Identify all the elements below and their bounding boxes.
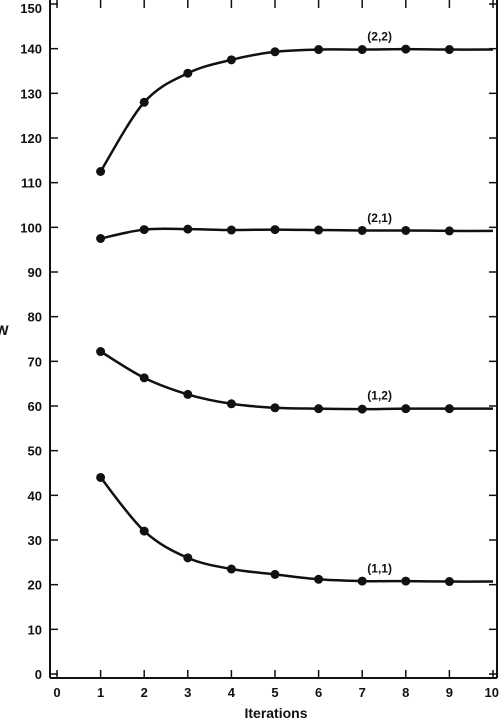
data-point bbox=[226, 399, 236, 409]
data-point bbox=[226, 564, 236, 574]
y-tick-label: 60 bbox=[28, 399, 42, 414]
data-point bbox=[401, 44, 411, 54]
data-point bbox=[401, 225, 411, 235]
y-tick-label: 40 bbox=[28, 488, 42, 503]
y-axis-title: W bbox=[0, 322, 9, 338]
data-point bbox=[139, 225, 149, 235]
ticks: 0 10 20 30 40 50 60 70 80 90 100 110 120 130 140 150 0 1 2… bbox=[20, 0, 499, 700]
x-tick-label: 2 bbox=[141, 685, 148, 700]
data-point bbox=[444, 404, 454, 414]
data-point bbox=[314, 225, 324, 235]
y-tick-label: 100 bbox=[20, 220, 42, 235]
series--1-1-: (1,1) bbox=[96, 472, 494, 587]
data-point bbox=[314, 404, 324, 414]
series-label: (2,1) bbox=[367, 211, 392, 225]
y-tick-label: 90 bbox=[28, 265, 42, 280]
y-tick-label: 10 bbox=[28, 622, 42, 637]
x-axis-title: Iterations bbox=[244, 705, 307, 721]
x-tick-label: 4 bbox=[228, 685, 236, 700]
data-point bbox=[270, 569, 280, 579]
series-line bbox=[99, 350, 494, 411]
data-point bbox=[226, 55, 236, 65]
y-tick-label: 20 bbox=[28, 578, 42, 593]
data-point bbox=[444, 577, 454, 587]
x-tick-label: 7 bbox=[359, 685, 366, 700]
y-tick-label: 80 bbox=[28, 310, 42, 325]
series-label: (2,2) bbox=[367, 30, 392, 44]
data-point bbox=[183, 389, 193, 399]
series-line bbox=[100, 227, 494, 240]
x-tick-label: 10 bbox=[485, 685, 499, 700]
data-point bbox=[401, 404, 411, 414]
series-label: (1,2) bbox=[367, 389, 392, 403]
data-point bbox=[96, 472, 106, 482]
data-point bbox=[270, 47, 280, 57]
data-point bbox=[96, 167, 106, 176]
y-tick-label: 150 bbox=[20, 1, 42, 16]
y-tick-label: 0 bbox=[35, 667, 42, 682]
series--2-1-: (2,1) bbox=[96, 211, 494, 243]
data-point bbox=[270, 225, 280, 235]
data-point bbox=[96, 234, 106, 243]
data-point bbox=[314, 45, 324, 55]
x-tick-label: 3 bbox=[184, 685, 191, 700]
x-tick-label: 1 bbox=[97, 685, 104, 700]
y-tick-label: 110 bbox=[21, 176, 42, 191]
data-point bbox=[444, 226, 454, 236]
data-point bbox=[444, 45, 454, 55]
y-tick-label: 70 bbox=[28, 354, 42, 369]
y-tick-label: 50 bbox=[28, 444, 42, 459]
data-point bbox=[401, 576, 411, 586]
series--2-2-: (2,2) bbox=[96, 30, 494, 176]
series--1-2-: (1,2) bbox=[96, 347, 494, 414]
data-point bbox=[357, 404, 367, 414]
x-tick-label: 9 bbox=[446, 685, 453, 700]
data-point bbox=[183, 68, 193, 78]
data-point bbox=[139, 373, 149, 383]
series-label: (1,1) bbox=[367, 562, 392, 576]
data-point bbox=[357, 225, 367, 235]
data-point bbox=[314, 574, 324, 584]
data-point bbox=[183, 224, 193, 234]
y-tick-label: 130 bbox=[20, 86, 42, 101]
series-group: (2,2) (2,1) (1,2) (1,1) bbox=[96, 30, 494, 587]
series-line bbox=[99, 476, 494, 583]
x-tick-label: 5 bbox=[271, 685, 278, 700]
y-tick-label: 140 bbox=[20, 42, 42, 57]
data-point bbox=[96, 347, 106, 357]
x-tick-label: 8 bbox=[402, 685, 409, 700]
data-point bbox=[183, 553, 193, 563]
axes bbox=[49, 0, 498, 679]
x-tick-label: 0 bbox=[53, 685, 60, 700]
data-point bbox=[357, 45, 367, 55]
y-tick-label: 30 bbox=[28, 533, 42, 548]
x-tick-label: 6 bbox=[315, 685, 322, 700]
data-point bbox=[139, 526, 149, 536]
series-line bbox=[99, 47, 494, 173]
data-point bbox=[270, 403, 280, 413]
data-point bbox=[357, 576, 367, 586]
data-point bbox=[226, 225, 236, 235]
y-tick-label: 120 bbox=[20, 131, 42, 146]
data-point bbox=[139, 97, 149, 107]
